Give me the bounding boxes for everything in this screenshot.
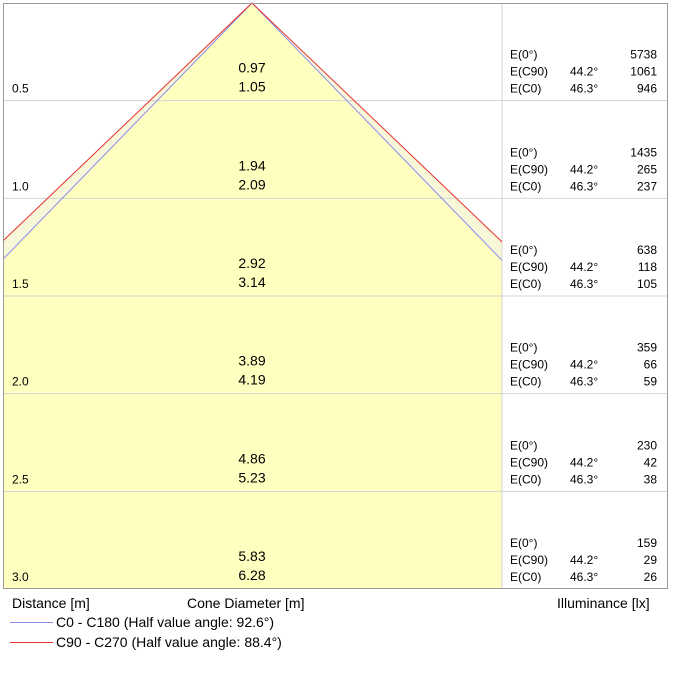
cone-diameter-c0: 5.83 [238, 548, 265, 564]
distance-label: 1.5 [12, 277, 29, 291]
illuminance-label-e-c0: E(C0) [510, 472, 541, 486]
cone-diameter-c90: 5.23 [238, 469, 265, 485]
legend-swatch-c90 [10, 641, 53, 643]
illuminance-label-e-c90: E(C90) [510, 358, 548, 372]
distance-label: 3.0 [12, 570, 29, 584]
legend-label-c0: C0 - C180 (Half value angle: 92.6°) [56, 614, 275, 630]
angle-e-c0: 46.3° [570, 277, 598, 291]
cone-diameter-c0: 3.89 [238, 353, 265, 369]
distance-label: 0.5 [12, 82, 29, 96]
legend-item-c0: C0 - C180 (Half value angle: 92.6°) [10, 613, 274, 631]
illuminance-label-e-c90: E(C90) [510, 553, 548, 567]
illuminance-label-e0: E(0°) [510, 145, 537, 159]
angle-e-c90: 44.2° [570, 65, 598, 79]
illuminance-label: Illuminance [lx] [557, 595, 650, 611]
angle-e-c0: 46.3° [570, 472, 598, 486]
cone-diameter-c0: 4.86 [238, 450, 265, 466]
illuminance-value-e-c0: 26 [644, 570, 658, 584]
illuminance-label-e-c90: E(C90) [510, 260, 548, 274]
plot-border [3, 3, 668, 589]
illuminance-label-e-c90: E(C90) [510, 65, 548, 79]
angle-e-c90: 44.2° [570, 553, 598, 567]
illuminance-value-e-c0: 59 [644, 375, 658, 389]
angle-e-c0: 46.3° [570, 570, 598, 584]
distance-label: 2.0 [12, 375, 29, 389]
cone-diameter-c90: 4.19 [238, 372, 265, 388]
illuminance-value-e-c90: 42 [644, 455, 658, 469]
legend-label-c90: C90 - C270 (Half value angle: 88.4°) [56, 634, 282, 650]
illuminance-value-e-c90: 29 [644, 553, 658, 567]
illuminance-label-e0: E(0°) [510, 48, 537, 62]
illuminance-label-e-c0: E(C0) [510, 179, 541, 193]
illuminance-value-e0: 159 [637, 536, 657, 550]
illuminance-label-e-c90: E(C90) [510, 455, 548, 469]
illuminance-value-e-c0: 946 [637, 82, 657, 96]
illuminance-value-e0: 1435 [630, 145, 657, 159]
illuminance-label-e0: E(0°) [510, 243, 537, 257]
cone-diameter-label: Cone Diameter [m] [187, 595, 305, 611]
cone-diameter-c90: 6.28 [238, 567, 265, 583]
illuminance-value-e-c90: 265 [637, 162, 657, 176]
illuminance-value-e-c90: 118 [638, 260, 657, 274]
illuminance-value-e-c0: 38 [644, 472, 658, 486]
illuminance-value-e0: 230 [637, 438, 657, 452]
cone-diameter-c90: 2.09 [238, 176, 265, 192]
distance-label: 2.5 [12, 472, 29, 486]
illuminance-label-e-c90: E(C90) [510, 162, 548, 176]
angle-e-c0: 46.3° [570, 179, 598, 193]
angle-e-c0: 46.3° [570, 82, 598, 96]
angle-e-c90: 44.2° [570, 260, 598, 274]
illuminance-label-e-c0: E(C0) [510, 570, 541, 584]
illuminance-value-e0: 359 [637, 341, 657, 355]
illuminance-value-e0: 5738 [630, 48, 657, 62]
illuminance-label-e0: E(0°) [510, 536, 537, 550]
illuminance-value-e-c0: 105 [637, 277, 657, 291]
x-axis-label: Distance [m] [12, 595, 90, 611]
legend-item-c90: C90 - C270 (Half value angle: 88.4°) [10, 633, 282, 651]
illuminance-label-e-c0: E(C0) [510, 277, 541, 291]
illuminance-value-e0: 638 [637, 243, 657, 257]
cone-diameter-c90: 1.05 [238, 79, 265, 95]
illuminance-label-e-c0: E(C0) [510, 375, 541, 389]
illuminance-value-e-c0: 237 [637, 179, 657, 193]
illuminance-value-e-c90: 66 [644, 358, 658, 372]
illuminance-label-e0: E(0°) [510, 341, 537, 355]
cone-diameter-c0: 0.97 [238, 60, 265, 76]
illuminance-value-e-c90: 1061 [630, 65, 657, 79]
distance-label: 1.0 [12, 179, 29, 193]
angle-e-c90: 44.2° [570, 455, 598, 469]
cone-diameter-c90: 3.14 [238, 274, 265, 290]
angle-e-c90: 44.2° [570, 162, 598, 176]
angle-e-c90: 44.2° [570, 358, 598, 372]
legend-swatch-c0 [10, 621, 53, 623]
illuminance-label-e-c0: E(C0) [510, 82, 541, 96]
cone-diameter-c0: 1.94 [238, 157, 265, 173]
illuminance-label-e0: E(0°) [510, 438, 537, 452]
cone-diameter-c0: 2.92 [238, 255, 265, 271]
angle-e-c0: 46.3° [570, 375, 598, 389]
